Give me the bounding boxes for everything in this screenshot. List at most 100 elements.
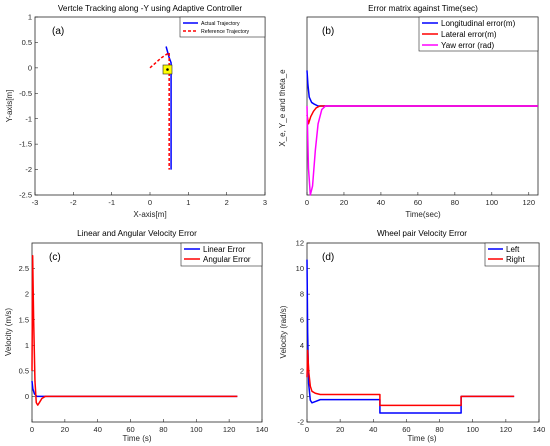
panel-c-velocity-error: Linear and Angular Velocity Error (c) 0 2… xyxy=(4,229,268,443)
panel-a-legend: Actual Trajectory Reference Trajectory xyxy=(179,16,266,38)
xtick-label: 3 xyxy=(263,198,267,207)
ytick-label: 8 xyxy=(300,290,304,299)
ytick-label: 1 xyxy=(28,13,32,22)
xtick-label: 0 xyxy=(305,198,309,207)
xtick-label: 120 xyxy=(500,425,513,434)
panel-a-axes-box xyxy=(34,16,266,196)
series-line-right xyxy=(306,349,515,407)
xtick-label: -3 xyxy=(32,198,39,207)
ytick-label: 0 xyxy=(28,63,32,72)
xtick-label: 140 xyxy=(256,425,269,434)
panel-c-legend-1: Angular Error xyxy=(203,255,251,264)
panel-d-ylabel: Velocity (rad/s) xyxy=(279,305,288,358)
xtick-label: -1 xyxy=(108,198,115,207)
xtick-label: 80 xyxy=(159,425,167,434)
xtick-label: 80 xyxy=(451,198,459,207)
ytick-label: -2 xyxy=(25,165,32,174)
panel-c-ticks: 0 20 40 60 80 100 120 140 2.5 2 1.5 1 0.5 0 xyxy=(19,264,269,434)
ytick-label: 2.5 xyxy=(19,264,29,273)
panel-b-errors: Error matrix against Time(sec) (b) 0 20 40… xyxy=(278,4,539,219)
xtick-label: 120 xyxy=(223,425,236,434)
panel-b-legend: Longitudinal error(m) Lateral error(m) Y… xyxy=(418,16,539,52)
xtick-label: 2 xyxy=(225,198,229,207)
ytick-label: 1.5 xyxy=(19,315,29,324)
ytick-label: 0.5 xyxy=(19,366,29,375)
panel-a-legend-box xyxy=(179,16,266,38)
panel-d-xlabel: Time (s) xyxy=(407,434,436,443)
xtick-label: 100 xyxy=(466,425,479,434)
xtick-label: 40 xyxy=(377,198,385,207)
xtick-label: 40 xyxy=(94,425,102,434)
xtick-label: 60 xyxy=(402,425,410,434)
ytick-label: 0.5 xyxy=(22,38,32,47)
ytick-label: 0 xyxy=(25,392,29,401)
series-line-angular-error xyxy=(31,255,238,406)
panel-b-lines xyxy=(306,70,538,196)
panel-b-legend-0: Longitudinal error(m) xyxy=(441,19,516,28)
panel-a-ticks: -3 -2 -1 0 1 2 3 1 0.5 0 -0.5 -1 -1.5 -2 -2.5 xyxy=(19,13,267,207)
xtick-label: 100 xyxy=(486,198,499,207)
panel-b-legend-1: Lateral error(m) xyxy=(441,30,497,39)
ytick-label: -2 xyxy=(297,418,304,427)
series-line-reference-trajectory xyxy=(149,51,170,170)
ytick-label: 0 xyxy=(300,392,304,401)
xtick-label: 0 xyxy=(305,425,309,434)
ytick-label: -2.5 xyxy=(19,191,32,200)
xtick-label: 140 xyxy=(533,425,546,434)
xtick-label: -2 xyxy=(70,198,77,207)
panel-b-title: Error matrix against Time(sec) xyxy=(368,4,478,13)
panel-d-lines xyxy=(306,259,515,414)
series-line-linear-error xyxy=(31,381,238,398)
xtick-label: 0 xyxy=(30,425,34,434)
ytick-label: 2 xyxy=(300,366,304,375)
xtick-label: 20 xyxy=(61,425,69,434)
xtick-label: 1 xyxy=(186,198,190,207)
panel-b-label: (b) xyxy=(322,26,334,37)
ytick-label: 1 xyxy=(25,341,29,350)
ytick-label: 12 xyxy=(296,239,304,248)
panel-c-xlabel: Time (s) xyxy=(122,434,151,443)
panel-c-legend: Linear Error Angular Error xyxy=(180,242,263,267)
panel-c-title: Linear and Angular Velocity Error xyxy=(77,229,197,238)
panel-a-label: (a) xyxy=(52,26,64,37)
series-line-longitudinal-error-m- xyxy=(306,70,538,107)
panel-b-ylabel-text: X_e, Y_e and theta_e xyxy=(278,69,287,147)
panel-d-title: Wheel pair Velocity Error xyxy=(377,229,467,238)
panel-b-ticks: 0 20 40 60 80 100 120 xyxy=(305,192,535,207)
series-line-left xyxy=(306,259,515,414)
panel-d-legend-1: Right xyxy=(506,255,525,264)
xtick-label: 0 xyxy=(148,198,152,207)
panel-c-ylabel: Velocity (m/s) xyxy=(4,308,13,356)
panel-a-legend-reference: Reference Trajectory xyxy=(201,29,250,35)
panel-a-ylabel: Y-axis[m] xyxy=(5,90,14,123)
panel-d-wheel-velocity: Wheel pair Velocity Error (d) 0 20 40 60 80 1… xyxy=(279,229,545,443)
panel-d-legend-0: Left xyxy=(506,245,520,254)
ytick-label: 10 xyxy=(296,264,304,273)
panel-c-lines xyxy=(31,255,238,406)
ytick-label: 6 xyxy=(300,315,304,324)
xtick-label: 120 xyxy=(523,198,536,207)
panel-c-axes-box xyxy=(31,242,263,423)
xtick-label: 40 xyxy=(369,425,377,434)
xtick-label: 60 xyxy=(414,198,422,207)
panel-c-legend-box xyxy=(180,242,263,267)
ytick-label: -1.5 xyxy=(19,140,32,149)
ytick-label: -1 xyxy=(25,114,32,123)
panel-c-label: (c) xyxy=(49,252,61,263)
xtick-label: 80 xyxy=(435,425,443,434)
panel-a-title: Vertcle Tracking along -Y using Adaptive… xyxy=(58,4,242,13)
ytick-label: 4 xyxy=(300,341,304,350)
panel-b-xlabel: Time(sec) xyxy=(405,210,441,219)
xtick-label: 100 xyxy=(190,425,203,434)
panel-c-legend-0: Linear Error xyxy=(203,245,246,254)
series-line-lateral-error-m- xyxy=(306,105,538,125)
xtick-label: 20 xyxy=(340,198,348,207)
panel-a-trajectory: Vertcle Tracking along -Y using Adaptive… xyxy=(5,4,267,219)
panel-a-xlabel: X-axis[m] xyxy=(133,210,166,219)
ytick-label: -0.5 xyxy=(19,89,32,98)
panel-a-lines xyxy=(149,46,172,170)
series-line-yaw-error-rad- xyxy=(306,105,538,196)
xtick-label: 60 xyxy=(126,425,134,434)
